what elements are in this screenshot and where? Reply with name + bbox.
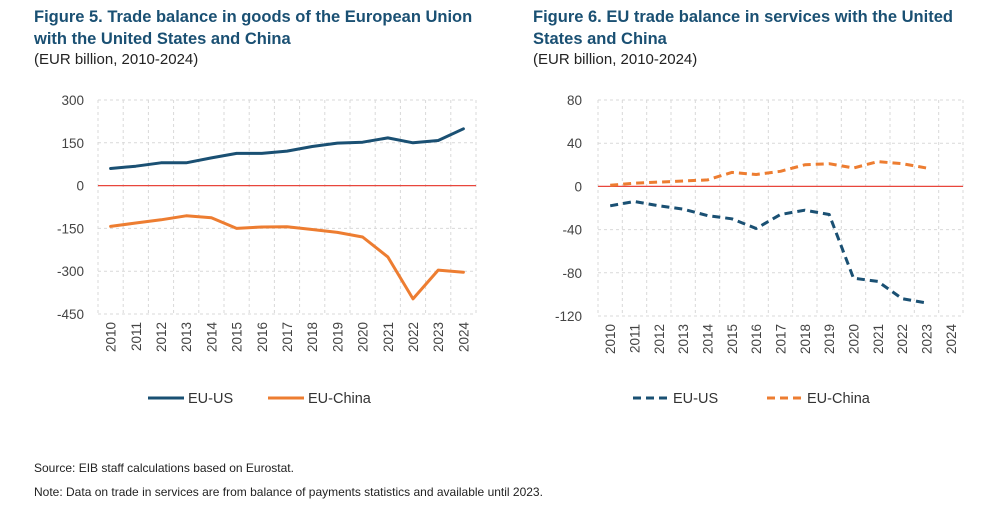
chart1-series-eu-china-line bbox=[610, 160, 927, 187]
figure-5-title: Figure 5. Trade balance in goods of the … bbox=[34, 8, 473, 48]
source-note: Source: EIB staff calculations based on … bbox=[34, 461, 294, 475]
chart0-x-tick-label: 2012 bbox=[154, 322, 169, 352]
chart0-x-tick-label: 2021 bbox=[381, 322, 396, 352]
chart1-x-tick-label: 2021 bbox=[871, 324, 886, 354]
chart0-x-tick-label: 2024 bbox=[456, 322, 471, 353]
chart0-series-eu-china-line bbox=[109, 214, 465, 301]
chart1-y-tick-label: 80 bbox=[567, 93, 582, 108]
chart1-x-tick-label: 2015 bbox=[725, 324, 740, 354]
chart1-legend-label: EU-China bbox=[807, 391, 871, 407]
figure-6: 80 40 0 -40 -80 -120 2010 2011 2012 2013 2014 2015 2… bbox=[500, 0, 1000, 420]
chart0-x-tick-label: 2020 bbox=[356, 322, 371, 352]
chart1-x-tick-label: 2020 bbox=[847, 324, 862, 354]
chart1-x-tick-label: 2024 bbox=[944, 324, 959, 355]
chart1-x-tick-label: 2014 bbox=[701, 324, 716, 355]
chart0-x-tick-label: 2013 bbox=[179, 322, 194, 352]
chart0-y-tick-label: -300 bbox=[57, 264, 84, 279]
chart0-x-tick-label: 2018 bbox=[305, 322, 320, 352]
chart1-x-tick-label: 2011 bbox=[628, 324, 643, 353]
figure-6-chart: 80 40 0 -40 -80 -120 2010 2011 2012 2013 2014 2015 2… bbox=[555, 93, 964, 407]
chart1-x-tick-label: 2012 bbox=[652, 324, 667, 354]
chart0-y-tick-label: 300 bbox=[61, 93, 84, 108]
chart1-x-tick-label: 2019 bbox=[822, 324, 837, 354]
figure-6-title: Figure 6. EU trade balance in services w… bbox=[533, 8, 953, 48]
chart0-x-tick-label: 2014 bbox=[204, 322, 219, 353]
chart0-y-tick-label: -450 bbox=[57, 307, 84, 322]
chart1-y-tick-label: -80 bbox=[562, 266, 582, 281]
figure-5-chart: 300 150 0 -150 -300 -450 2010 2011 2012 2013 2014 2… bbox=[57, 93, 477, 407]
figure-5: 300 150 0 -150 -300 -450 2010 2011 2012 2013 2014 2… bbox=[0, 0, 500, 420]
chart1-x-tick-label: 2018 bbox=[798, 324, 813, 354]
figure-5-subtitle: (EUR billion, 2010-2024) bbox=[34, 51, 199, 68]
figure-6-subtitle: (EUR billion, 2010-2024) bbox=[533, 51, 698, 68]
chart0-legend-label: EU-US bbox=[188, 391, 233, 407]
chart0-x-tick-label: 2011 bbox=[129, 322, 144, 351]
chart1-x-tick-label: 2016 bbox=[749, 324, 764, 354]
chart1-x-tick-label: 2010 bbox=[603, 324, 618, 354]
chart1-legend-label: EU-US bbox=[673, 391, 718, 407]
chart1-y-tick-label: 40 bbox=[567, 136, 582, 151]
chart1-series-eu-us-line bbox=[609, 200, 927, 305]
chart0-y-tick-label: -150 bbox=[57, 221, 84, 236]
chart1-y-tick-label: -120 bbox=[555, 309, 582, 324]
chart0-legend-label: EU-China bbox=[308, 391, 372, 407]
chart0-y-tick-label: 0 bbox=[76, 179, 84, 194]
chart1-x-tick-label: 2013 bbox=[676, 324, 691, 354]
chart0-y-tick-label: 150 bbox=[61, 136, 84, 151]
chart1-x-tick-label: 2022 bbox=[895, 324, 910, 354]
chart0-series-eu-us-line bbox=[109, 127, 465, 170]
chart0-x-tick-label: 2023 bbox=[431, 322, 446, 352]
chart0-x-tick-label: 2015 bbox=[230, 322, 245, 352]
chart0-x-tick-label: 2010 bbox=[104, 322, 119, 352]
chart1-x-tick-label: 2023 bbox=[920, 324, 935, 354]
chart1-x-tick-label: 2017 bbox=[774, 324, 789, 354]
chart0-x-tick-label: 2017 bbox=[280, 322, 295, 352]
chart0-x-tick-label: 2022 bbox=[406, 322, 421, 352]
chart0-x-tick-label: 2016 bbox=[255, 322, 270, 352]
chart0-x-tick-label: 2019 bbox=[330, 322, 345, 352]
chart1-y-tick-label: -40 bbox=[562, 223, 582, 238]
chart1-y-tick-label: 0 bbox=[574, 179, 582, 194]
data-note: Note: Data on trade in services are from… bbox=[34, 485, 543, 499]
